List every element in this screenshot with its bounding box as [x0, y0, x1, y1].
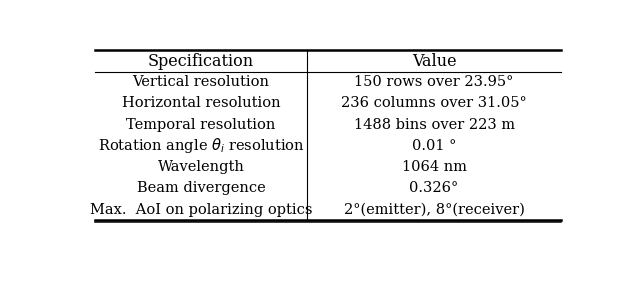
Text: Horizontal resolution: Horizontal resolution — [122, 97, 280, 110]
Text: Specification: Specification — [148, 52, 254, 70]
Text: 0.01 °: 0.01 ° — [412, 139, 456, 153]
Text: Beam divergence: Beam divergence — [136, 181, 266, 195]
Text: 150 rows over 23.95°: 150 rows over 23.95° — [355, 75, 514, 89]
Text: 1064 nm: 1064 nm — [401, 160, 467, 174]
Text: Wavelength: Wavelength — [157, 160, 244, 174]
Text: 1488 bins over 223 m: 1488 bins over 223 m — [353, 118, 515, 132]
Text: 2°(emitter), 8°(receiver): 2°(emitter), 8°(receiver) — [344, 202, 525, 217]
Text: 0.326°: 0.326° — [410, 181, 459, 195]
Text: Vertical resolution: Vertical resolution — [132, 75, 269, 89]
Text: Rotation angle $\theta_i$ resolution: Rotation angle $\theta_i$ resolution — [98, 136, 304, 155]
Text: 236 columns over 31.05°: 236 columns over 31.05° — [341, 97, 527, 110]
Text: Temporal resolution: Temporal resolution — [126, 118, 276, 132]
Text: Value: Value — [412, 52, 456, 70]
Text: Max.  AoI on polarizing optics: Max. AoI on polarizing optics — [90, 202, 312, 217]
